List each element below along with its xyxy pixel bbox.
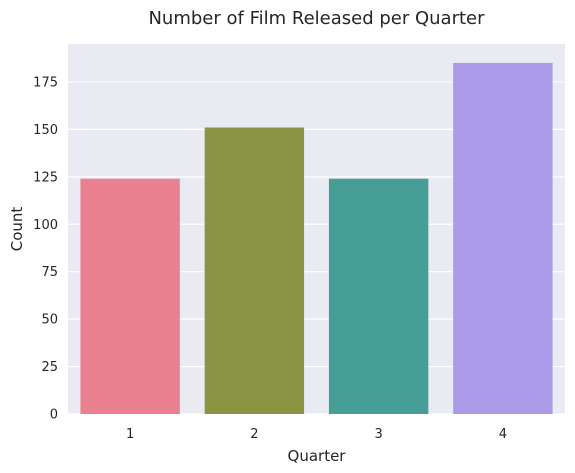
y-tick-labels: 0 25 50 75 100 125 150 175 xyxy=(33,75,58,422)
bar-quarter-4 xyxy=(453,62,553,414)
x-tick-labels: 1 2 3 4 xyxy=(126,427,507,442)
x-axis-label: Quarter xyxy=(288,447,347,465)
y-tick-label: 50 xyxy=(41,313,58,328)
bar-quarter-2 xyxy=(204,127,305,414)
y-tick-label: 150 xyxy=(33,123,58,138)
y-tick-label: 175 xyxy=(33,75,58,90)
y-tick-label: 75 xyxy=(41,265,58,280)
x-tick-label: 4 xyxy=(499,427,507,442)
bar-quarter-3 xyxy=(328,178,429,414)
x-tick-label: 3 xyxy=(374,427,382,442)
x-tick-label: 2 xyxy=(250,427,258,442)
y-axis-label: Count xyxy=(8,207,26,252)
y-tick-label: 100 xyxy=(33,218,58,233)
y-tick-label: 0 xyxy=(50,408,58,423)
bars xyxy=(80,62,553,414)
x-tick-label: 1 xyxy=(126,427,134,442)
chart-title: Number of Film Released per Quarter xyxy=(148,8,485,29)
y-tick-label: 25 xyxy=(41,360,58,375)
y-tick-label: 125 xyxy=(33,170,58,185)
bar-quarter-1 xyxy=(80,178,180,414)
